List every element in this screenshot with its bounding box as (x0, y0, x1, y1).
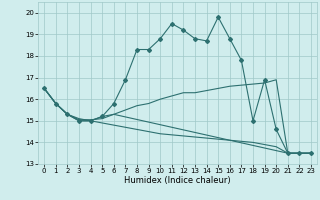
X-axis label: Humidex (Indice chaleur): Humidex (Indice chaleur) (124, 176, 231, 185)
